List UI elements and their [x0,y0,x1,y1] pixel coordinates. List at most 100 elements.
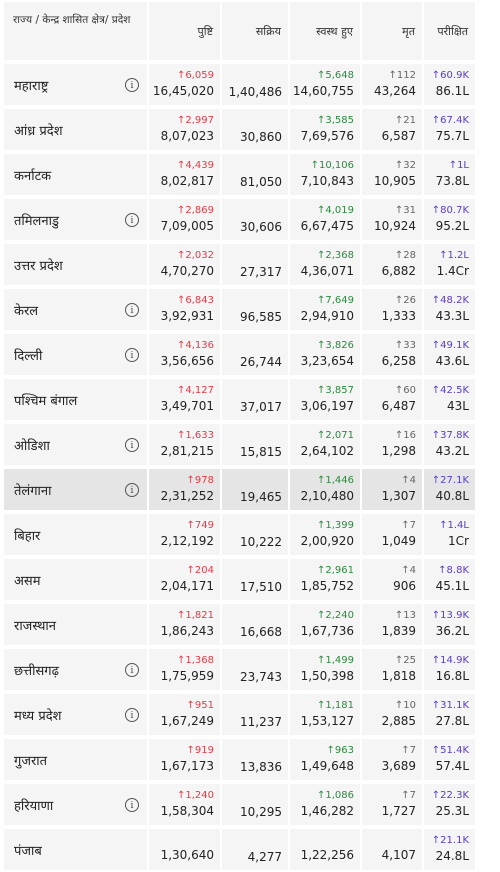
cell-state[interactable]: दिल्ली i [4,334,147,375]
info-icon[interactable]: i [125,438,139,452]
cell-active: 10,222 [222,514,288,555]
recovered-value: 1,50,398 [300,669,354,683]
deaths-delta: ↑10 [394,700,416,711]
table-row[interactable]: असम ↑204 2,04,171 17,510 ↑2,961 1,85,752 ↑4 906… [0,557,500,602]
cell-state[interactable]: आंध्र प्रदेश [4,109,147,150]
table-row[interactable]: बिहार ↑749 2,12,192 10,222 ↑1,399 2,00,920 ↑7 1… [0,512,500,557]
info-icon[interactable]: i [125,663,139,677]
table-row[interactable]: पश्चिम बंगाल ↑4,127 3,49,701 37,017 ↑3,857 3,… [0,377,500,422]
info-icon[interactable]: i [125,303,139,317]
table-row[interactable]: दिल्ली i ↑4,136 3,56,656 26,744 ↑3,826 3,23,65… [0,332,500,377]
cell-active: 17,510 [222,559,288,600]
cell-state[interactable]: पश्चिम बंगाल [4,379,147,420]
tested-value: 86.1L [435,84,469,98]
table-row[interactable]: राजस्थान ↑1,821 1,86,243 16,668 ↑2,240 1,67,7… [0,602,500,647]
table-row[interactable]: हरियाणा i ↑1,240 1,58,304 10,295 ↑1,086 1,46,2… [0,782,500,827]
cell-state[interactable]: कर्नाटक [4,154,147,195]
deaths-value: 10,905 [374,174,416,188]
info-icon[interactable]: i [125,708,139,722]
table-row[interactable]: छत्तीसगढ़ i ↑1,368 1,75,959 23,743 ↑1,499 1,50… [0,647,500,692]
cell-active: 11,237 [222,694,288,735]
recovered-delta: ↑3,857 [316,385,354,396]
cell-state[interactable]: बिहार [4,514,147,555]
table-row[interactable]: ओडिशा i ↑1,633 2,81,215 15,815 ↑2,071 2,64,102… [0,422,500,467]
header-state[interactable]: राज्य / केन्द्र शासित क्षेत्र/ प्रदेश ▾ [4,2,160,60]
table-row[interactable]: तमिलनाडु i ↑2,869 7,09,005 30,606 ↑4,019 6,67,… [0,197,500,242]
tested-value: 24.8L [435,849,469,863]
cell-confirmed: ↑749 2,12,192 [149,514,220,555]
deaths-value: 1,298 [381,444,416,458]
cell-state[interactable]: ओडिशा i [4,424,147,465]
deaths-value: 1,049 [381,534,416,548]
cell-state[interactable]: गुजरात [4,739,147,780]
tested-delta: ↑22.3K [431,790,469,801]
cell-active: 15,815 [222,424,288,465]
recovered-delta: ↑1,181 [316,700,354,711]
recovered-value: 1,49,648 [300,759,354,773]
state-name: ओडिशा [14,439,50,454]
header-confirmed[interactable]: पुष्टि [149,2,220,60]
tested-delta: ↑67.4K [431,115,469,126]
table-row[interactable]: कर्नाटक ↑4,439 8,02,817 81,050 ↑10,106 7,10,8… [0,152,500,197]
recovered-value: 7,69,576 [300,129,354,143]
recovered-delta: ↑2,368 [316,250,354,261]
table-row[interactable]: महाराष्ट्र i ↑6,059 16,45,020 1,40,486 ↑5,648… [0,62,500,107]
info-icon[interactable]: i [125,348,139,362]
table-row[interactable]: गुजरात ↑919 1,67,173 13,836 ↑963 1,49,648 ↑7 3,… [0,737,500,782]
cell-state[interactable]: असम [4,559,147,600]
info-icon[interactable]: i [125,78,139,92]
cell-state[interactable]: केरल i [4,289,147,330]
cell-state[interactable]: हरियाणा i [4,784,147,825]
table-row[interactable]: पंजाब 1,30,640 4,277 1,22,256 4,107 ↑21.1K 24.… [0,827,500,872]
recovered-delta: ↑1,086 [316,790,354,801]
tested-delta: ↑37.8K [431,430,469,441]
table-row[interactable]: केरल i ↑6,843 3,92,931 96,585 ↑7,649 2,94,910 ↑… [0,287,500,332]
confirmed-value: 3,49,701 [160,399,214,413]
state-name: दिल्ली [14,349,43,364]
cell-active: 27,317 [222,244,288,285]
cell-recovered: ↑2,071 2,64,102 [290,424,360,465]
cell-state[interactable]: पंजाब [4,829,147,870]
cell-state[interactable]: छत्तीसगढ़ i [4,649,147,690]
cell-tested: ↑80.7K 95.2L [424,199,475,240]
header-active[interactable]: सक्रिय [222,2,288,60]
table-row[interactable]: मध्य प्रदेश i ↑951 1,67,249 11,237 ↑1,181 1,53… [0,692,500,737]
cell-tested: ↑48.2K 43.3L [424,289,475,330]
cell-active: 37,017 [222,379,288,420]
table-row[interactable]: तेलंगाना i ↑978 2,31,252 19,465 ↑1,446 2,10,48… [0,467,500,512]
recovered-value: 3,06,197 [300,399,354,413]
tested-delta: ↑14.9K [431,655,469,666]
cell-deaths: ↑28 6,882 [362,244,422,285]
cell-state[interactable]: तमिलनाडु i [4,199,147,240]
table-header: राज्य / केन्द्र शासित क्षेत्र/ प्रदेश ▾ … [0,0,500,62]
cell-tested: ↑1.2L 1.4Cr [424,244,475,285]
table-body: महाराष्ट्र i ↑6,059 16,45,020 1,40,486 ↑5,648… [0,62,500,872]
cell-state[interactable]: राजस्थान [4,604,147,645]
cell-state[interactable]: महाराष्ट्र i [4,64,147,105]
cell-deaths: ↑16 1,298 [362,424,422,465]
cell-active: 30,860 [222,109,288,150]
cell-state[interactable]: तेलंगाना i [4,469,147,510]
table-row[interactable]: उत्तर प्रदेश ↑2,032 4,70,270 27,317 ↑2,368 4,… [0,242,500,287]
confirmed-delta: ↑1,368 [176,655,214,666]
active-value: 13,836 [240,760,282,774]
cell-state[interactable]: मध्य प्रदेश i [4,694,147,735]
header-tested[interactable]: परीक्षित [424,2,475,60]
info-icon[interactable]: i [125,483,139,497]
tested-delta: ↑42.5K [431,385,469,396]
confirmed-value: 7,09,005 [160,219,214,233]
deaths-value: 1,333 [381,309,416,323]
active-value: 19,465 [240,490,282,504]
header-deaths[interactable]: मृत [362,2,422,60]
info-icon[interactable]: i [125,213,139,227]
confirmed-value: 2,12,192 [160,534,214,548]
cell-state[interactable]: उत्तर प्रदेश [4,244,147,285]
tested-value: 27.8L [435,714,469,728]
state-name: पश्चिम बंगाल [14,394,78,409]
recovered-delta: ↑1,446 [316,475,354,486]
info-icon[interactable]: i [125,798,139,812]
header-recovered[interactable]: स्वस्थ हुए [290,2,360,60]
confirmed-delta: ↑2,869 [176,205,214,216]
table-row[interactable]: आंध्र प्रदेश ↑2,997 8,07,023 30,860 ↑3,585 7,… [0,107,500,152]
tested-delta: ↑1.2L [439,250,469,261]
